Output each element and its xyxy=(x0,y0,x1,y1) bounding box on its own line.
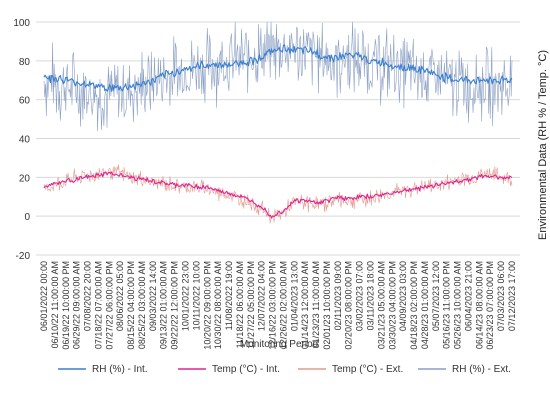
grid xyxy=(36,21,520,256)
legend-label: RH (%) - Ext. xyxy=(452,364,511,375)
x-tick-label: 04/28/23 01:00:00 AM xyxy=(420,261,430,349)
x-tick-label: 03/02/2023 07:00 xyxy=(355,261,365,331)
legend: RH (%) - Int. Temp (°C) - Int. Temp (°C) -… xyxy=(58,364,511,375)
x-tick-label: 06/04/2023 21:00 xyxy=(463,261,473,331)
x-tick-label: 11/08/2022 19:00 xyxy=(224,261,234,330)
x-tick-label: 05/16/23 11:00:00 PM xyxy=(442,261,452,349)
x-tick-label: 04/09/2023 03:00 xyxy=(398,261,408,331)
x-tick-label: 10/30/22 08:00:00 AM xyxy=(213,261,223,349)
series-line-0 xyxy=(43,44,513,92)
x-tick-label: 12/26/22 02:00:00 AM xyxy=(278,261,288,349)
y-tick-label: 20 xyxy=(19,173,31,184)
x-tick-label: 09/13/22 01:00:00 AM xyxy=(159,261,169,349)
y-tick-label: 100 xyxy=(13,18,30,29)
x-tick-label: 06/14/23 08:00:00 AM xyxy=(474,261,484,349)
y-tick-label: 0 xyxy=(24,212,30,223)
x-tick-label: 06/01/2022 00:00 xyxy=(39,261,49,331)
series-line-1 xyxy=(43,171,513,219)
x-tick-label: 08/25/22 03:00:00 AM xyxy=(137,261,147,349)
x-tick-label: 03/21/23 05:00:00 AM xyxy=(376,261,386,349)
series-line-2 xyxy=(43,164,513,224)
x-axis-title: Monitoring Period xyxy=(240,339,318,350)
x-tick-label: 01/23/23 11:00:00 AM xyxy=(311,261,321,348)
x-tick-label: 01/04/2023 13:00 xyxy=(289,261,299,331)
x-tick-label: 02/01/23 10:00:00 PM xyxy=(322,261,332,350)
x-tick-label: 04/18/23 02:00:00 PM xyxy=(409,261,419,350)
x-tick-label: 01/14/23 12:00:00 AM xyxy=(300,261,310,349)
x-tick-label: 10/20/22 09:00:00 PM xyxy=(202,261,212,350)
x-tick-label: 05/07/2023 12:00 xyxy=(431,261,441,331)
x-tick-label: 12/07/2022 04:00 xyxy=(257,261,267,331)
x-tick-label: 06/29/22 09:00:00 AM xyxy=(72,261,82,349)
x-tick-label: 02/11/2023 09:00 xyxy=(333,261,343,330)
x-tick-label: 07/12/2023 17:00 xyxy=(507,261,517,331)
external-series-layer xyxy=(43,21,513,224)
x-tick-label: 07/08/2022 20:00 xyxy=(83,261,93,331)
y-tick-label: 60 xyxy=(19,96,31,107)
series-line-3 xyxy=(43,21,513,132)
y-tick-label: -20 xyxy=(16,251,31,262)
x-tick-label: 03/30/23 04:00:00 PM xyxy=(387,261,397,350)
legend-label: Temp (°C) - Int. xyxy=(212,364,280,375)
x-tick-label: 07/18/22 07:00:00 AM xyxy=(93,261,103,349)
x-tick-label: 06/10/22 11:00:00 AM xyxy=(50,261,60,348)
axes: -20 0 20 40 60 80 100 06/01/2022 00:00 06/10/22 … xyxy=(13,18,517,350)
x-tick-label: 03/11/2023 18:00 xyxy=(366,261,376,330)
x-tick-label: 06/19/22 10:00:00 PM xyxy=(61,261,71,350)
internal-series-layer xyxy=(43,44,513,219)
x-tick-label: 10/01/2022 23:00 xyxy=(180,261,190,331)
y-axis-title: Environmental Data (RH % / Temp. °C) xyxy=(537,50,549,240)
legend-label: Temp (°C) - Ext. xyxy=(332,364,403,375)
x-tick-label: 09/03/2022 14:00 xyxy=(148,261,158,331)
x-tick-label: 05/26/23 10:00:00 AM xyxy=(453,261,463,349)
x-tick-label: 07/03/2023 06:00 xyxy=(496,261,506,331)
x-tick-label: 08/06/2022 05:00 xyxy=(115,261,125,331)
x-tick-label: 07/27/22 06:00:00 PM xyxy=(104,261,114,350)
x-tick-label: 10/11/2022 10:00 xyxy=(191,261,201,330)
y-tick-label: 40 xyxy=(19,135,31,146)
x-tick-label: 11/27/22 05:00:00 PM xyxy=(246,261,256,349)
y-tick-label: 80 xyxy=(19,57,31,68)
legend-label: RH (%) - Int. xyxy=(92,364,148,375)
x-tick-label: 08/15/22 04:00:00 PM xyxy=(126,261,136,350)
x-tick-label: 12/16/22 03:00:00 PM xyxy=(268,261,278,350)
x-tick-label: 06/23/23 07:00:00 PM xyxy=(485,261,495,350)
x-tick-label: 11/18/22 06:00:00 AM xyxy=(235,261,245,348)
x-tick-label: 09/22/22 12:00:00 PM xyxy=(170,261,180,350)
x-tick-label: 02/20/23 08:00:00 PM xyxy=(344,261,354,350)
